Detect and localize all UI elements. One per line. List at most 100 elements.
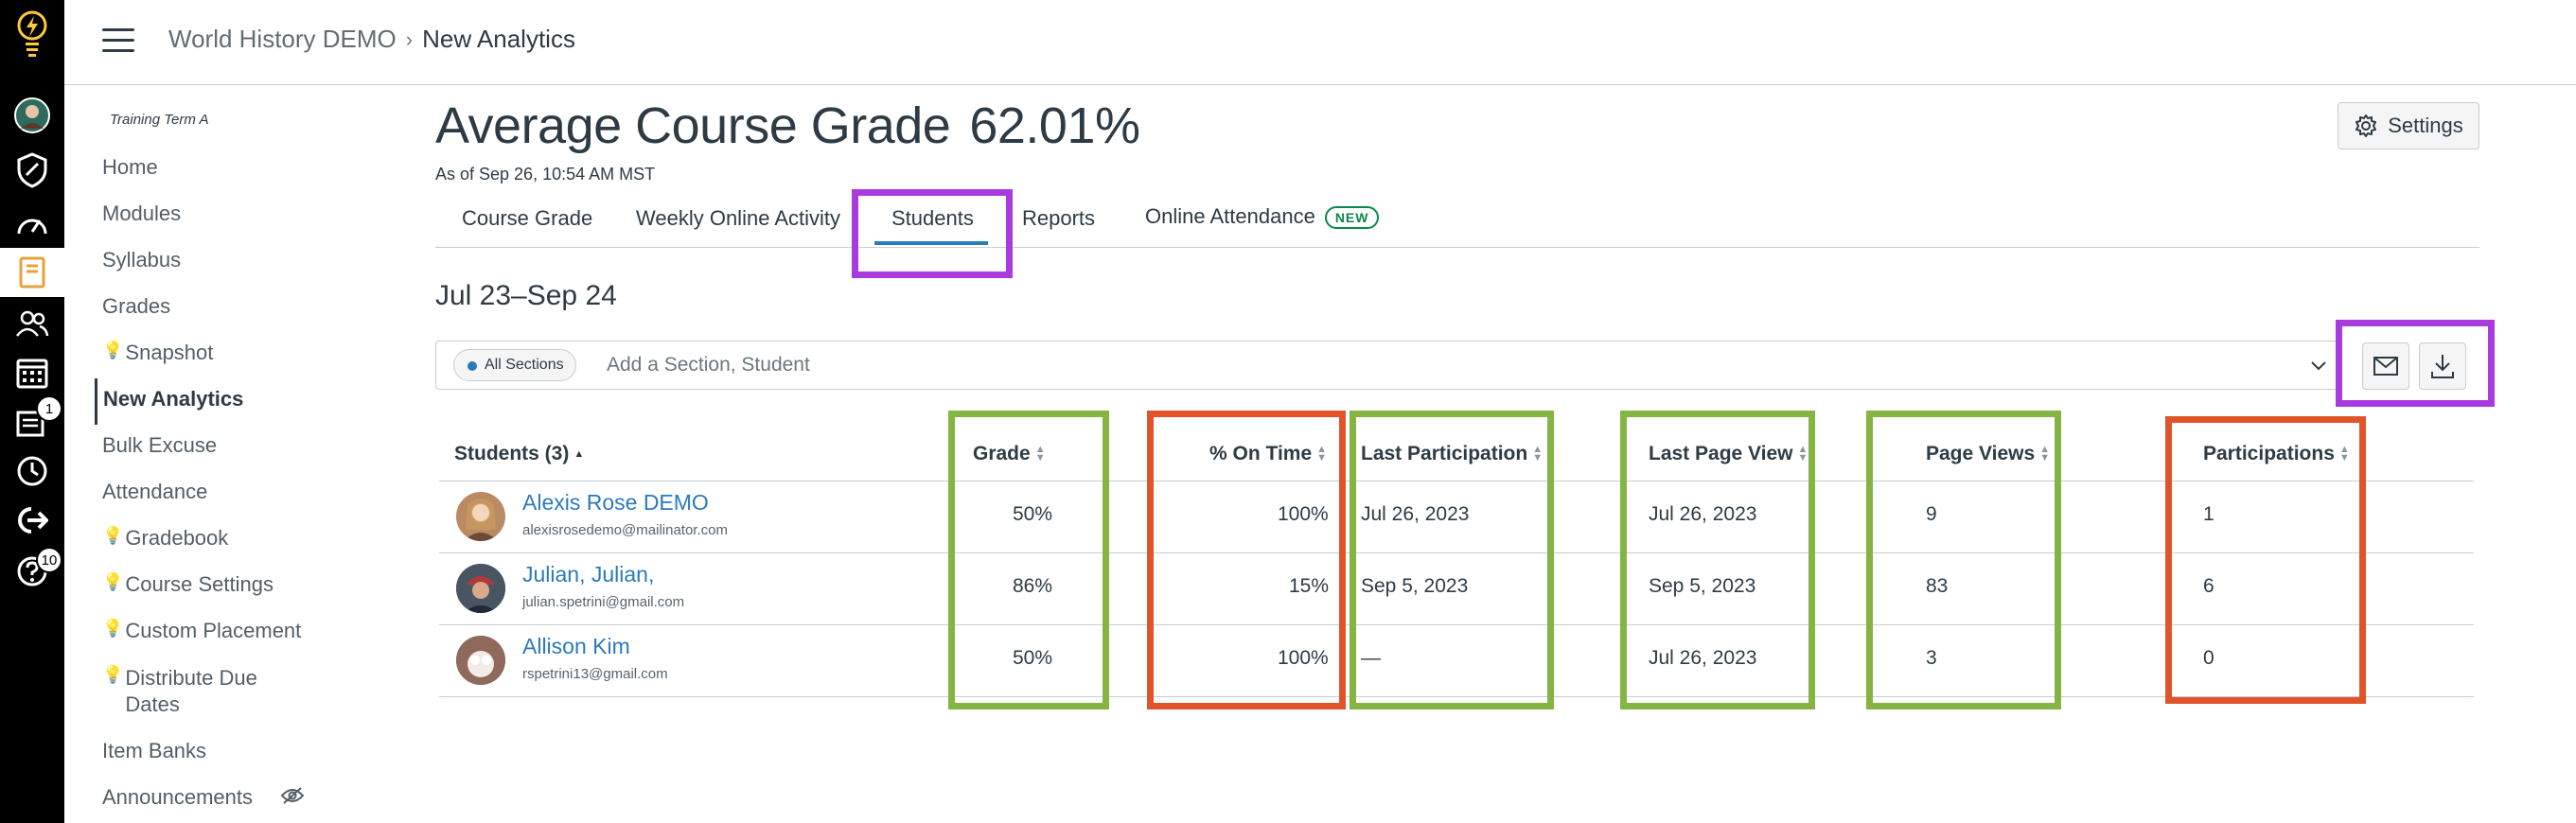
last-page-view-cell: Sep 5, 2023: [1649, 575, 1756, 597]
header-label: Page Views: [1926, 443, 2036, 464]
sort-icon: ▲ ▼: [1797, 444, 1808, 464]
nav-item-item-banks[interactable]: Item Banks: [95, 730, 322, 777]
highlight-action-buttons: [2336, 320, 2495, 407]
header-on-time[interactable]: % On Time ▲ ▼: [1209, 443, 1327, 465]
tab-online-attendance[interactable]: Online Attendance NEW: [1145, 204, 1380, 230]
page-views-cell: 83: [1926, 575, 1949, 597]
analytics-tabs: Course Grade Weekly Online Activity Stud…: [435, 199, 2479, 248]
participations-cell: 6: [2203, 575, 2214, 597]
analytics-main: Average Course Grade 62.01% As of Sep 26,…: [435, 91, 2495, 709]
student-name-link[interactable]: Julian, Julian,: [522, 562, 655, 587]
grade-cell: 50%: [1013, 647, 1053, 669]
last-page-view-cell: Jul 26, 2023: [1649, 503, 1757, 525]
lightbulb-icon: 💡: [102, 572, 124, 591]
dashboard-gauge-icon[interactable]: [13, 204, 51, 242]
tab-weekly-online-activity[interactable]: Weekly Online Activity: [636, 206, 841, 230]
nav-item-label: Syllabus: [102, 248, 182, 271]
breadcrumb-separator: ›: [405, 26, 414, 51]
avatar[interactable]: [456, 492, 505, 541]
on-time-cell: 100%: [1278, 503, 1329, 525]
avatar[interactable]: [456, 564, 505, 613]
settings-label: Settings: [2388, 114, 2463, 137]
header-label: Last Page View: [1649, 443, 1793, 464]
nav-item-attendance[interactable]: Attendance: [95, 471, 322, 517]
commons-arrow-icon[interactable]: [13, 501, 51, 539]
nav-item-announcements[interactable]: Announcements: [95, 777, 322, 823]
tab-reports[interactable]: Reports: [1022, 206, 1096, 230]
last-page-view-cell: Jul 26, 2023: [1649, 647, 1757, 669]
header-label: Participations: [2203, 443, 2335, 464]
nav-item-label: Distribute Due Dates: [125, 666, 257, 716]
calendar-icon[interactable]: [13, 354, 51, 392]
filter-input-placeholder[interactable]: Add a Section, Student: [607, 354, 810, 376]
participations-cell: 1: [2203, 503, 2214, 525]
nav-item-custom-placement[interactable]: 💡 Custom Placement: [95, 610, 322, 657]
lightbulb-icon: 💡: [102, 526, 124, 545]
lightbulb-logo-icon[interactable]: [13, 10, 51, 57]
new-badge: NEW: [1324, 206, 1380, 230]
lightbulb-icon: 💡: [102, 619, 124, 638]
nav-item-grades[interactable]: Grades: [95, 286, 322, 332]
breadcrumb: World History DEMO › New Analytics: [168, 25, 575, 54]
course-navigation: Training Term A Home Modules Syllabus Gr…: [95, 112, 322, 823]
history-clock-icon[interactable]: [13, 452, 51, 490]
all-sections-chip[interactable]: All Sections: [453, 349, 576, 381]
lightbulb-icon: 💡: [102, 665, 124, 684]
tab-label: Online Attendance: [1145, 204, 1315, 228]
message-students-button[interactable]: [2362, 342, 2409, 390]
active-tab-underline: [874, 241, 988, 245]
student-email: julian.spetrini@gmail.com: [522, 594, 685, 610]
nav-item-syllabus[interactable]: Syllabus: [95, 239, 322, 286]
hamburger-menu-icon[interactable]: [102, 28, 134, 53]
settings-button[interactable]: Settings: [2338, 102, 2479, 149]
avatar[interactable]: [456, 636, 505, 685]
breadcrumb-course-link[interactable]: World History DEMO: [168, 25, 397, 53]
on-time-cell: 100%: [1278, 647, 1329, 669]
chevron-down-icon[interactable]: [2308, 355, 2329, 380]
tab-course-grade[interactable]: Course Grade: [462, 206, 593, 230]
table-divider: [439, 624, 2474, 625]
nav-item-label: Grades: [102, 294, 171, 318]
nav-item-bulk-excuse[interactable]: Bulk Excuse: [95, 425, 322, 471]
nav-item-label: Bulk Excuse: [102, 433, 218, 457]
nav-item-label: Attendance: [102, 480, 208, 503]
section-student-filter[interactable]: All Sections Add a Section, Student: [435, 341, 2338, 390]
nav-item-modules[interactable]: Modules: [95, 193, 322, 239]
download-csv-button[interactable]: [2419, 342, 2466, 390]
student-name-link[interactable]: Allison Kim: [522, 634, 630, 658]
nav-item-snapshot[interactable]: 💡 Snapshot: [95, 332, 322, 378]
groups-people-icon[interactable]: [13, 305, 51, 342]
page-title: Average Course Grade 62.01%: [435, 96, 2479, 155]
header-last-participation[interactable]: Last Participation ▲ ▼: [1361, 443, 1543, 465]
nav-item-gradebook[interactable]: 💡 Gradebook: [95, 517, 322, 564]
nav-item-label: Announcements: [102, 785, 253, 809]
table-divider: [439, 696, 2474, 697]
nav-item-course-settings[interactable]: 💡 Course Settings: [95, 564, 322, 610]
term-label: Training Term A: [110, 112, 209, 128]
header-grade[interactable]: Grade ▲ ▼: [973, 443, 1046, 465]
tab-students[interactable]: Students: [891, 206, 974, 230]
account-avatar-icon[interactable]: [13, 96, 51, 134]
header-participations[interactable]: Participations ▲ ▼: [2203, 443, 2350, 465]
top-bar: World History DEMO › New Analytics: [64, 0, 2576, 85]
student-name-link[interactable]: Alexis Rose DEMO: [522, 490, 709, 515]
last-participation-cell: Sep 5, 2023: [1361, 575, 1469, 597]
table-divider: [439, 481, 2474, 482]
sort-ascending-icon: ▲: [573, 447, 585, 460]
header-last-page-view[interactable]: Last Page View ▲ ▼: [1649, 443, 1808, 465]
nav-item-home[interactable]: Home: [95, 147, 322, 193]
download-icon: [2431, 355, 2454, 378]
header-students[interactable]: Students (3) ▲: [454, 443, 584, 465]
nav-item-label: Modules: [102, 201, 182, 225]
header-label: Students (3): [454, 443, 570, 464]
courses-book-icon[interactable]: [0, 248, 64, 297]
sort-icon: ▲ ▼: [1316, 444, 1328, 464]
page-views-cell: 3: [1926, 647, 1937, 669]
table-divider: [439, 552, 2474, 553]
inbox-icon[interactable]: [13, 403, 51, 441]
nav-item-distribute-due-dates[interactable]: 💡 Distribute Due Dates: [95, 657, 322, 730]
admin-shield-icon[interactable]: [13, 151, 51, 189]
title-text: Average Course Grade: [435, 97, 951, 154]
nav-item-new-analytics[interactable]: New Analytics: [95, 378, 322, 425]
header-page-views[interactable]: Page Views ▲ ▼: [1926, 443, 2050, 465]
